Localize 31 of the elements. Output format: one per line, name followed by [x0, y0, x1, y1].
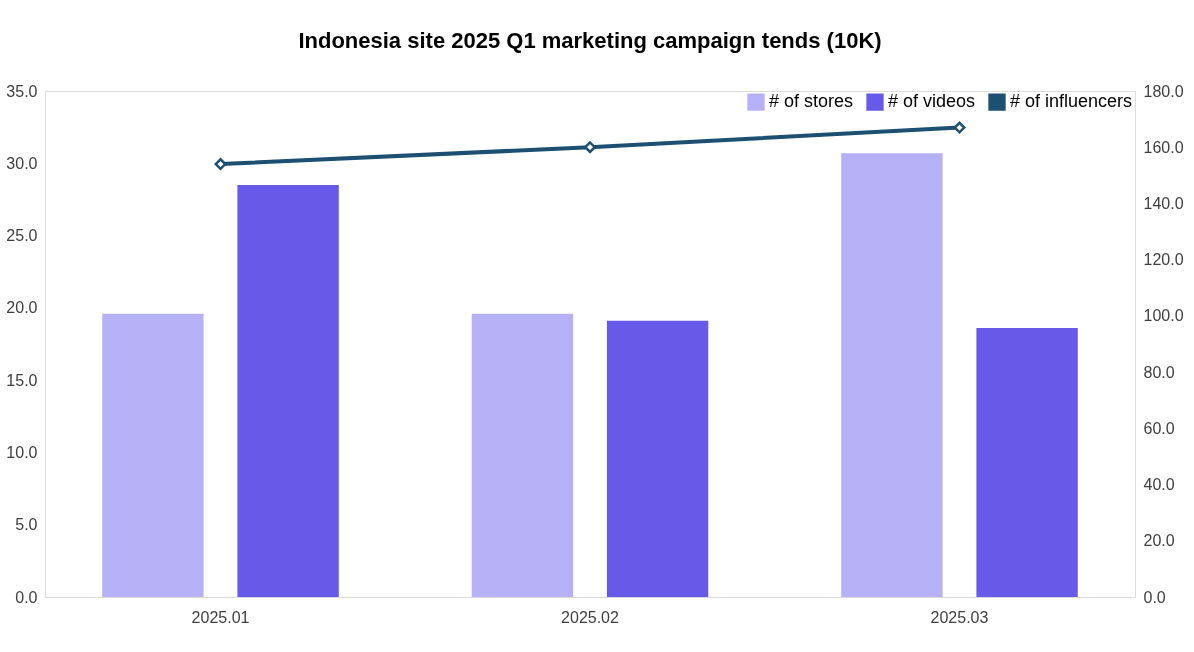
bar — [237, 184, 339, 597]
y-tick-label: 30.0 — [6, 154, 38, 172]
bar — [606, 320, 709, 597]
y2-tick-label: 140.0 — [1143, 194, 1184, 212]
y-tick-label: 5.0 — [15, 516, 38, 534]
y-tick-label: 0.0 — [15, 588, 38, 606]
y-tick-label: 35.0 — [6, 82, 38, 100]
y-tick-label: 10.0 — [6, 443, 38, 461]
y2-tick-label: 80.0 — [1143, 363, 1175, 381]
y-tick-label: 15.0 — [6, 371, 38, 389]
x-tick-label: 2025.03 — [930, 608, 989, 626]
y2-tick-label: 60.0 — [1143, 419, 1175, 437]
legend-label: # of influencers — [1010, 91, 1133, 112]
y2-tick-label: 0.0 — [1143, 588, 1166, 606]
y2-tick-label: 160.0 — [1143, 138, 1184, 156]
y-tick-label: 20.0 — [6, 299, 38, 317]
legend-label: # of videos — [888, 91, 976, 112]
bar — [841, 153, 943, 597]
x-tick-label: 2025.01 — [191, 608, 250, 626]
chart-title: Indonesia site 2025 Q1 marketing campaign tends (10K) — [298, 28, 882, 53]
y2-tick-label: 20.0 — [1143, 532, 1175, 550]
legend-label: # of stores — [769, 91, 854, 112]
y2-tick-label: 120.0 — [1143, 251, 1184, 269]
x-tick-label: 2025.02 — [561, 608, 620, 626]
bar — [471, 313, 574, 597]
bar — [976, 328, 1078, 597]
bar — [102, 313, 204, 597]
y-tick-label: 25.0 — [6, 227, 38, 245]
y2-tick-label: 40.0 — [1143, 476, 1175, 494]
y2-tick-label: 180.0 — [1143, 82, 1184, 100]
y2-tick-label: 100.0 — [1143, 307, 1184, 325]
